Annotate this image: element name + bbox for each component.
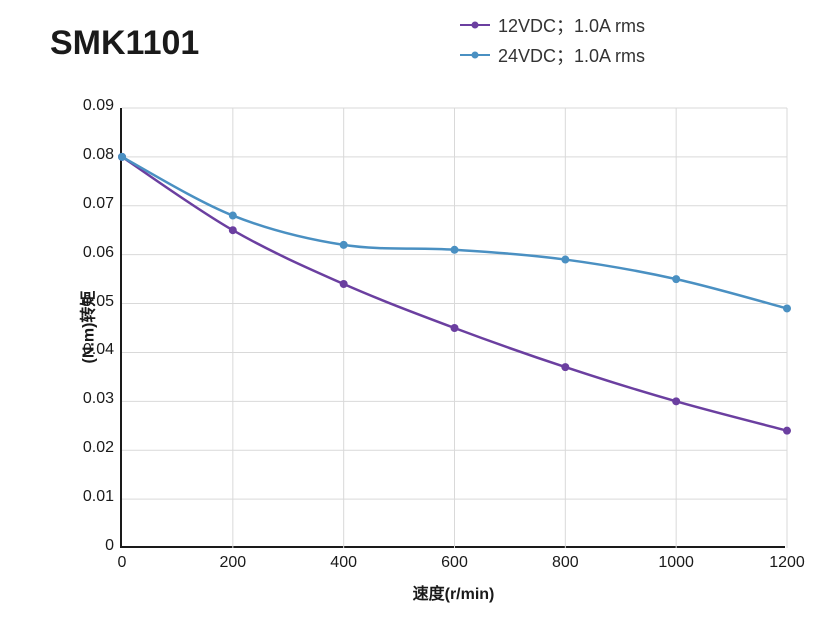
legend-label: 24VDC；1.0A rms: [498, 42, 645, 68]
series-marker: [783, 304, 791, 312]
series-marker: [340, 280, 348, 288]
chart-title: SMK1101: [50, 24, 199, 63]
legend-item: 12VDC；1.0A rms: [460, 12, 645, 38]
legend-marker-icon: [472, 22, 479, 29]
x-tick-label: 600: [441, 554, 468, 572]
series-marker: [561, 256, 569, 264]
series-marker: [340, 241, 348, 249]
chart-svg: [122, 108, 787, 548]
x-tick-label: 1200: [769, 554, 805, 572]
legend-line-icon: [460, 24, 490, 26]
x-tick-label: 200: [219, 554, 246, 572]
plot-area: (N.m)转矩 速度(r/min) 00.010.020.030.040.050…: [120, 108, 785, 548]
y-tick-label: 0.03: [83, 390, 114, 408]
y-tick-label: 0: [105, 537, 114, 555]
series-marker: [451, 324, 459, 332]
series-marker: [451, 246, 459, 254]
series-marker: [229, 226, 237, 234]
series-marker: [229, 212, 237, 220]
legend-item: 24VDC；1.0A rms: [460, 42, 645, 68]
y-tick-label: 0.09: [83, 97, 114, 115]
legend: 12VDC；1.0A rms 24VDC；1.0A rms: [460, 12, 645, 72]
y-tick-label: 0.02: [83, 439, 114, 457]
x-axis-title: 速度(r/min): [413, 580, 495, 604]
series-marker: [672, 397, 680, 405]
x-tick-label: 800: [552, 554, 579, 572]
y-tick-label: 0.04: [83, 341, 114, 359]
series-marker: [783, 427, 791, 435]
y-tick-label: 0.06: [83, 244, 114, 262]
y-tick-label: 0.05: [83, 293, 114, 311]
legend-line-icon: [460, 54, 490, 56]
y-tick-label: 0.01: [83, 488, 114, 506]
x-tick-label: 1000: [658, 554, 694, 572]
y-tick-label: 0.08: [83, 146, 114, 164]
legend-marker-icon: [472, 52, 479, 59]
x-tick-label: 0: [118, 554, 127, 572]
plot-wrapper: (N.m)转矩 速度(r/min) 00.010.020.030.040.050…: [120, 108, 785, 548]
chart-container: SMK1101 12VDC；1.0A rms 24VDC；1.0A rms (N.…: [0, 0, 831, 640]
series-marker: [561, 363, 569, 371]
series-marker: [672, 275, 680, 283]
y-tick-label: 0.07: [83, 195, 114, 213]
series-marker: [118, 153, 126, 161]
legend-label: 12VDC；1.0A rms: [498, 12, 645, 38]
x-tick-label: 400: [330, 554, 357, 572]
